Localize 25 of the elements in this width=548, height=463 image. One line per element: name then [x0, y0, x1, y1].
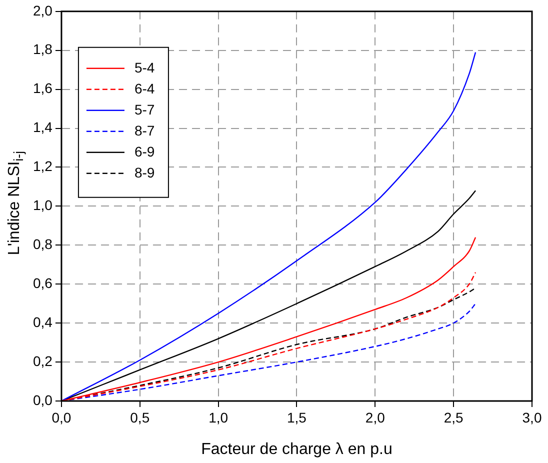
y-tick-label: 1,0 — [32, 197, 53, 214]
legend-label: 8-9 — [134, 164, 155, 180]
legend-label: 8-7 — [134, 122, 155, 138]
legend-label: 5-7 — [134, 101, 155, 118]
y-tick-label: 0,6 — [32, 274, 53, 291]
y-tick-label: 1,8 — [32, 41, 53, 58]
legend-label: 5-4 — [134, 59, 155, 76]
legend-label: 6-9 — [134, 143, 155, 160]
x-axis-title: Facteur de charge λ en p.u — [201, 440, 392, 458]
legend-label: 6-4 — [134, 80, 155, 96]
x-tick-label: 3,0 — [522, 409, 542, 426]
y-tick-label: 1,2 — [32, 158, 53, 174]
y-tick-label: 0,8 — [32, 236, 53, 252]
x-tick-label: 2,5 — [444, 409, 464, 426]
y-tick-label: 0,2 — [32, 352, 53, 369]
x-tick-label: 0,0 — [52, 409, 72, 426]
y-tick-label: 1,6 — [32, 80, 53, 96]
y-tick-label: 0,0 — [32, 392, 53, 408]
y-tick-label: 2,0 — [32, 2, 53, 18]
y-tick-label: 1,4 — [32, 119, 53, 136]
x-tick-label: 1,0 — [208, 409, 228, 426]
x-tick-label: 1,5 — [286, 409, 307, 426]
y-tick-label: 0,4 — [32, 314, 53, 330]
x-tick-label: 0,5 — [130, 409, 150, 426]
x-tick-label: 2,0 — [365, 409, 386, 426]
